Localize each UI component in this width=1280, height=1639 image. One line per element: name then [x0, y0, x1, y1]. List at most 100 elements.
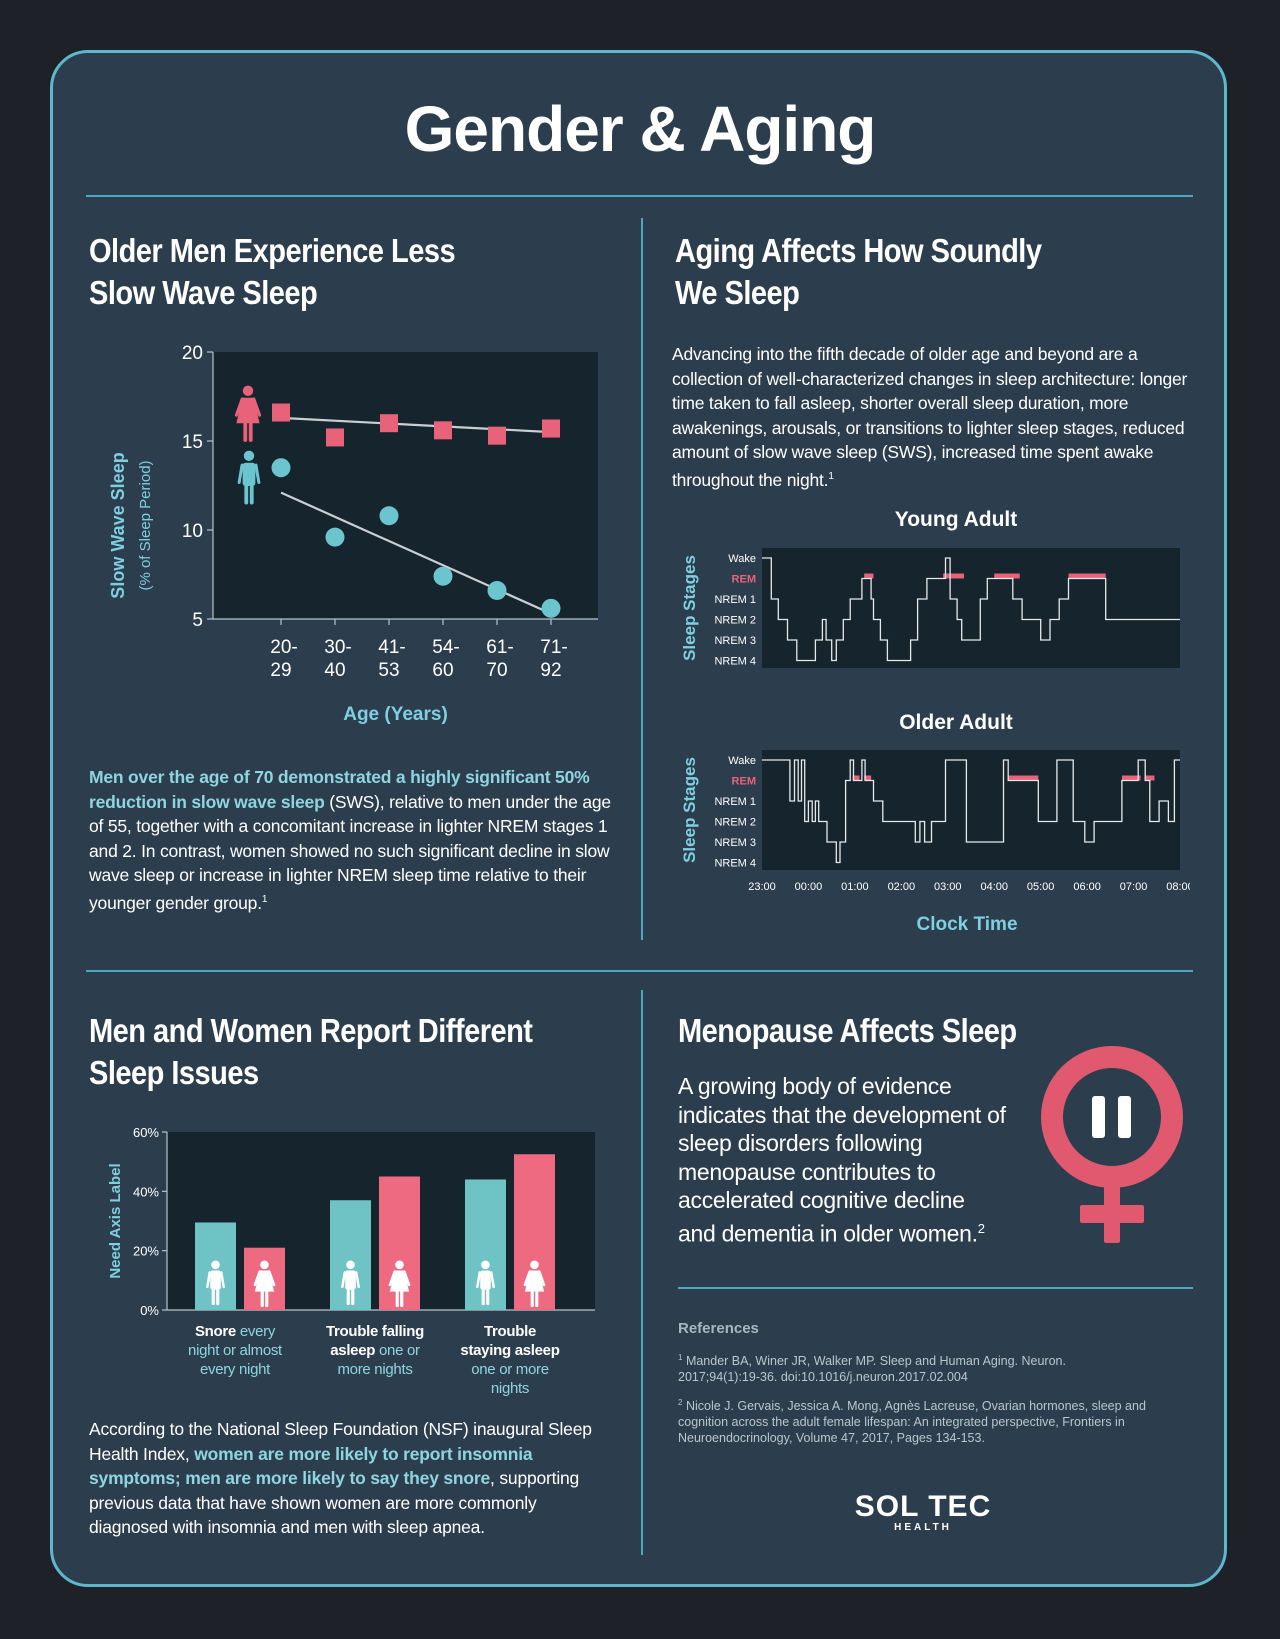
male-icon-head: [243, 450, 255, 462]
sws-y-tick-label: 10: [182, 521, 203, 542]
bar-icon-female-arm-right: [538, 1270, 546, 1287]
bar-category-label-staying-asleep: Trouble staying asleep one or more night…: [460, 1323, 560, 1397]
hypnogram-x-tick-label: 05:00: [1027, 881, 1055, 893]
sws-point-male: [271, 458, 291, 478]
aging-description: Advancing into the fifth decade of older…: [672, 344, 1188, 490]
hypnogram-stage-label: NREM 3: [714, 837, 756, 849]
sws-x-tick-label-bottom: 60: [432, 660, 453, 681]
sws-x-tick-label-top: 30-: [324, 637, 351, 658]
female-icon-leg-right: [248, 422, 253, 442]
sws-x-tick-label-top: 71-: [540, 637, 567, 658]
hypnogram-stage-label: NREM 2: [714, 615, 756, 627]
bar-icon-male: [341, 1260, 360, 1306]
hypnogram-x-axis-label: Clock Time: [916, 914, 1017, 935]
hypnogram-rem-bar: [864, 775, 872, 781]
bar-icon-male-head: [211, 1260, 220, 1270]
bar-icon-female-head: [260, 1260, 269, 1270]
bar-icon-female-head: [530, 1260, 539, 1270]
bar-icon-male-arm-left: [341, 1271, 346, 1289]
bar-icon-female-leg-right: [265, 1290, 269, 1308]
hypnogram-x-tick-label: 00:00: [795, 881, 823, 893]
hypnogram-stage-label: NREM 1: [714, 796, 756, 808]
hypnogram-x-tick-label: 06:00: [1073, 881, 1101, 893]
sws-y-tick-label: 15: [182, 432, 203, 453]
bar-icon-female: [388, 1260, 411, 1308]
hypnogram-title: Young Adult: [895, 508, 1017, 531]
sws-point-male: [379, 506, 399, 526]
bar-icon-male-torso: [210, 1270, 221, 1290]
hypnogram-stage-label: Wake: [728, 553, 756, 565]
hypnogram-stage-label: NREM 4: [714, 858, 756, 870]
title-divider: [86, 195, 1193, 197]
sws-y-axis-sublabel: (% of Sleep Period): [137, 460, 154, 590]
hypnogram-rem-bar: [1008, 775, 1039, 781]
bar-icon-female-dress: [254, 1270, 275, 1292]
bar-male: [330, 1200, 371, 1310]
soltec-health-logo: SOL TEC HEALTH: [854, 1490, 992, 1533]
bar-y-tick-label: 40%: [133, 1184, 159, 1199]
bar-icon-male-torso: [480, 1270, 491, 1290]
bar-icon-male-torso: [345, 1270, 356, 1290]
hypnogram-plot-area: [762, 750, 1180, 870]
sleep-issues-bar-chart: 0% 20% 40% 60% Need Axis Label: [107, 1125, 595, 1318]
sws-x-tick-label-bottom: 70: [486, 660, 507, 681]
reference-2: 2 Nicole J. Gervais, Jessica A. Mong, Ag…: [678, 1398, 1146, 1446]
hypnogram-rem-bar: [1121, 775, 1141, 781]
bar-icon-male-leg-right: [351, 1288, 355, 1306]
bar-category-label-snore: Snore every night or almost every night: [188, 1323, 282, 1378]
hypnogram-x-tick-label: 01:00: [841, 881, 869, 893]
hypnogram-stage-label: REM: [732, 574, 756, 586]
hypnogram-x-tick-label: 02:00: [888, 881, 916, 893]
menopause-description: A growing body of evidence indicates tha…: [678, 1073, 1006, 1247]
bar-icon-male-leg-left: [346, 1288, 350, 1306]
sws-scatter-chart: 5 10 15 20 20-29 30-40 41-53 54-60 61-70 71-92 Slo…: [108, 343, 598, 725]
bar-male: [465, 1179, 506, 1310]
hypnogram-title: Older Adult: [899, 711, 1013, 734]
column-divider-bottom: [641, 990, 643, 1555]
sws-x-tick-label-top: 20-: [270, 637, 297, 658]
column-divider-top: [641, 218, 643, 940]
issues-description: According to the National Sleep Foundati…: [89, 1419, 592, 1537]
sws-x-tick-label-top: 54-: [432, 637, 459, 658]
male-icon-torso: [242, 462, 256, 486]
bar-icon-male-arm-right: [220, 1271, 225, 1289]
hypnogram-trace: [762, 557, 1180, 662]
bar-icon-female-head: [395, 1260, 404, 1270]
sws-x-tick-label-bottom: 40: [324, 660, 345, 681]
bar-icon-male-arm-right: [355, 1271, 360, 1289]
references-title: References: [678, 1320, 759, 1337]
female-symbol-pause-icon: [1041, 1046, 1183, 1243]
bar-icon-female-arm-right: [268, 1270, 276, 1287]
hypnogram-rem-bar: [864, 573, 874, 579]
hypnogram-stage-label: NREM 2: [714, 817, 756, 829]
young-adult-hypnogram: Young Adult Wake REM NREM 1 NREM 2 NREM 3 NREM…: [680, 508, 1180, 668]
section-divider: [86, 970, 1193, 972]
hypnogram-stage-label: NREM 3: [714, 635, 756, 647]
hypnogram-rem-bar: [943, 573, 965, 579]
female-icon-leg-left: [243, 422, 248, 442]
female-icon-arm-right: [252, 397, 262, 417]
male-icon-leg-right: [249, 484, 254, 505]
sws-x-axis-label: Age (Years): [343, 704, 448, 725]
sws-y-axis-label: Slow Wave Sleep: [108, 452, 128, 598]
hypnogram-x-tick-label: 04:00: [980, 881, 1008, 893]
hypnogram-stage-label: NREM 1: [714, 594, 756, 606]
bar-icon-female-dress: [389, 1270, 410, 1292]
female-icon-arm-left: [234, 397, 244, 417]
male-icon-arm-left: [237, 463, 244, 484]
issues-section-title: Men and Women Report Different Sleep Iss…: [89, 1012, 533, 1091]
reference-1: 1 Mander BA, Winer JR, Walker MP. Sleep …: [678, 1353, 1066, 1385]
sws-x-tick-label-top: 41-: [378, 637, 405, 658]
bar-icon-female-leg-left: [530, 1290, 534, 1308]
bar-icon-female-arm-left: [523, 1270, 531, 1287]
hypnogram-x-tick-label: 07:00: [1120, 881, 1148, 893]
hypnogram-rem-bar: [1145, 775, 1155, 781]
hypnogram-stage-label: NREM 4: [714, 656, 756, 668]
bar-icon-female-arm-right: [403, 1270, 411, 1287]
sws-description: Men over the age of 70 demonstrated a hi…: [89, 767, 611, 913]
page-title: Gender & Aging: [404, 93, 877, 165]
sws-point-female: [488, 426, 506, 445]
sws-x-tick-label-bottom: 29: [270, 660, 291, 681]
hypnogram-stage-label: REM: [732, 776, 756, 788]
bar-y-tick-label: 60%: [133, 1125, 159, 1140]
